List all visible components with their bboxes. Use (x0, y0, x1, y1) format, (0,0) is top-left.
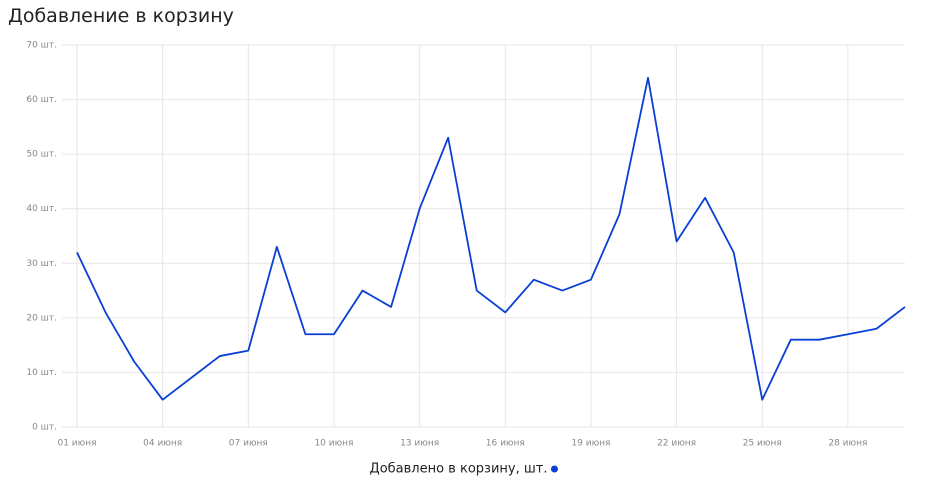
x-tick-label: 19 июня (571, 439, 610, 449)
x-tick-label: 10 июня (314, 439, 353, 449)
x-tick-label: 01 июня (57, 439, 96, 449)
x-tick-label: 07 июня (229, 439, 268, 449)
y-tick-label: 30 шт. (26, 259, 57, 269)
legend-label: Добавлено в корзину, шт. (370, 462, 548, 477)
chart-title: Добавление в корзину (8, 5, 234, 27)
y-tick-label: 40 шт. (26, 204, 57, 214)
y-tick-label: 50 шт. (26, 150, 57, 160)
x-tick-label: 16 июня (486, 439, 525, 449)
data-line (76, 76, 906, 401)
y-tick-label: 60 шт. (26, 95, 57, 105)
x-tick-label: 28 июня (828, 439, 867, 449)
y-tick-label: 20 шт. (26, 313, 57, 323)
y-tick-label: 10 шт. (26, 368, 57, 378)
x-tick-label: 13 июня (400, 439, 439, 449)
x-tick-label: 25 июня (743, 439, 782, 449)
legend-marker (550, 465, 558, 473)
y-tick-label: 0 шт. (32, 423, 57, 433)
x-tick-label: 22 июня (657, 439, 696, 449)
y-tick-label: 70 шт. (26, 41, 57, 51)
x-tick-label: 04 июня (143, 439, 182, 449)
